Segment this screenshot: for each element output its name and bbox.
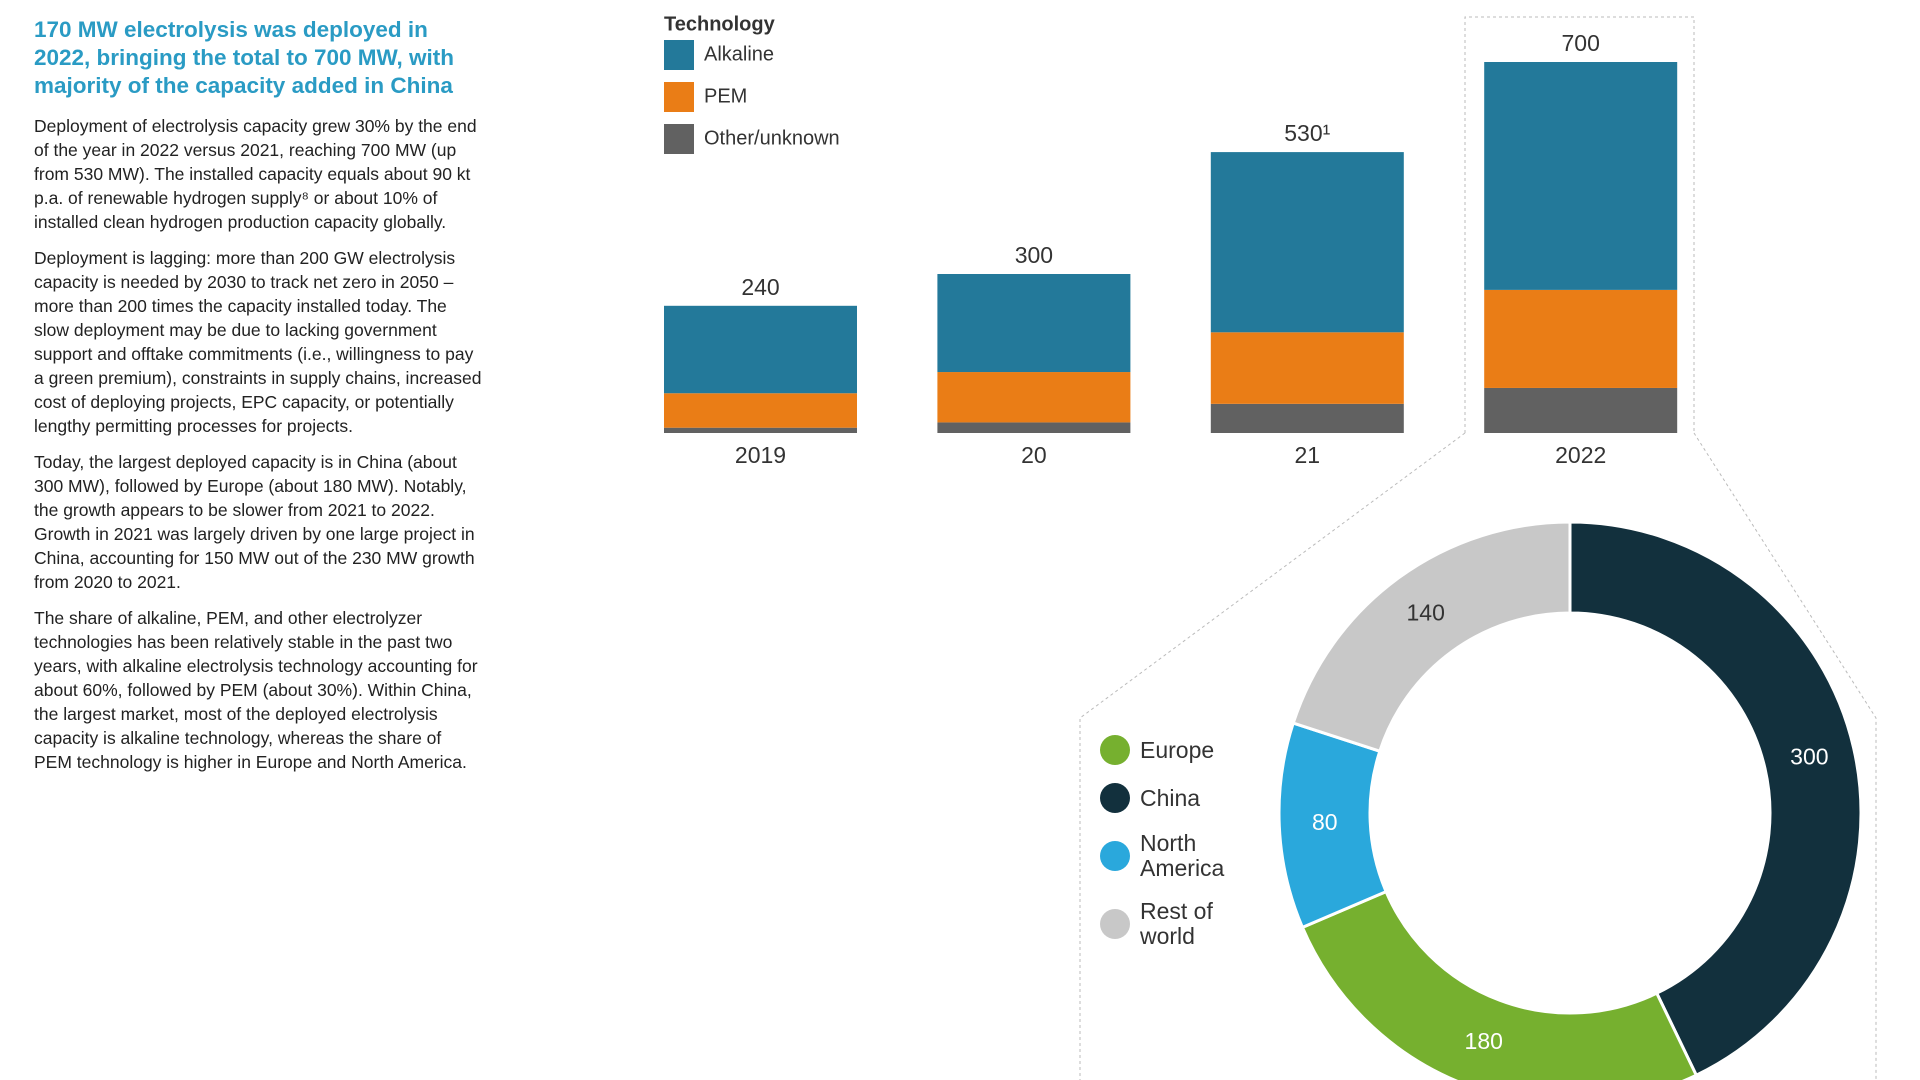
donut-slice	[1300, 889, 1699, 1080]
paragraph: The share of alkaline, PEM, and other el…	[34, 608, 478, 772]
total-label: 700	[1562, 30, 1600, 56]
legend-label: Rest of world	[1140, 898, 1213, 949]
bar-segment	[1484, 387, 1678, 433]
bar-segment	[1484, 62, 1678, 290]
paragraph: Deployment is lagging: more than 200 GW …	[34, 248, 482, 436]
x-tick-label: 20	[1021, 442, 1047, 468]
bar-segment	[664, 393, 857, 428]
connector	[1693, 432, 1877, 1080]
total-label: 240	[741, 274, 779, 300]
legend-swatch	[664, 40, 694, 70]
bar-segment	[937, 422, 1131, 433]
text-column: 170 MW electrolysis was deployed in 2022…	[34, 16, 482, 786]
legend-item: North America	[1100, 831, 1240, 881]
bar-segment	[937, 372, 1131, 423]
bar-segment	[664, 305, 857, 394]
paragraph: Today, the largest deployed capacity is …	[34, 452, 475, 592]
legend-dot	[1100, 841, 1130, 871]
legend-dot	[1100, 909, 1130, 939]
donut-legend: Europe China North America Rest of world	[1100, 735, 1240, 967]
bar-segment	[1210, 152, 1404, 333]
legend-label: China	[1140, 784, 1201, 811]
bar-segment	[1484, 289, 1678, 388]
legend-label: PEM	[704, 85, 747, 107]
slice-label: 180	[1465, 1028, 1503, 1054]
slice-label: 140	[1407, 599, 1445, 625]
total-label: 530¹	[1284, 120, 1330, 146]
heading: 170 MW electrolysis was deployed in 2022…	[34, 17, 455, 98]
highlight-box	[1464, 16, 1695, 433]
x-tick-label: 2022	[1555, 442, 1606, 468]
connector	[1079, 432, 1466, 1080]
bar-segment	[937, 274, 1131, 373]
legend-label: Other/unknown	[704, 127, 840, 149]
legend-swatch	[664, 82, 694, 112]
bar-segment	[1210, 332, 1404, 404]
legend-item: Europe	[1100, 735, 1240, 765]
x-tick-label: 21	[1295, 442, 1321, 468]
donut-slice	[1291, 520, 1572, 754]
legend-dot	[1100, 783, 1130, 813]
paragraph: Deployment of electrolysis capacity grew…	[34, 116, 477, 232]
bar-segment	[664, 427, 857, 433]
legend-swatch	[664, 124, 694, 154]
total-label: 300	[1015, 242, 1053, 268]
legend-label: North America	[1140, 830, 1225, 881]
legend-label: Alkaline	[704, 43, 774, 65]
legend-title: Technology	[664, 13, 776, 35]
slice-label: 300	[1790, 743, 1828, 769]
legend-item: Rest of world	[1100, 899, 1240, 949]
x-tick-label: 2019	[735, 442, 786, 468]
legend-dot	[1100, 735, 1130, 765]
bar-segment	[1210, 403, 1404, 433]
donut-slice	[1568, 520, 1863, 1078]
legend-label: Europe	[1140, 736, 1215, 763]
legend-item: China	[1100, 783, 1240, 813]
slice-label: 80	[1312, 809, 1338, 835]
